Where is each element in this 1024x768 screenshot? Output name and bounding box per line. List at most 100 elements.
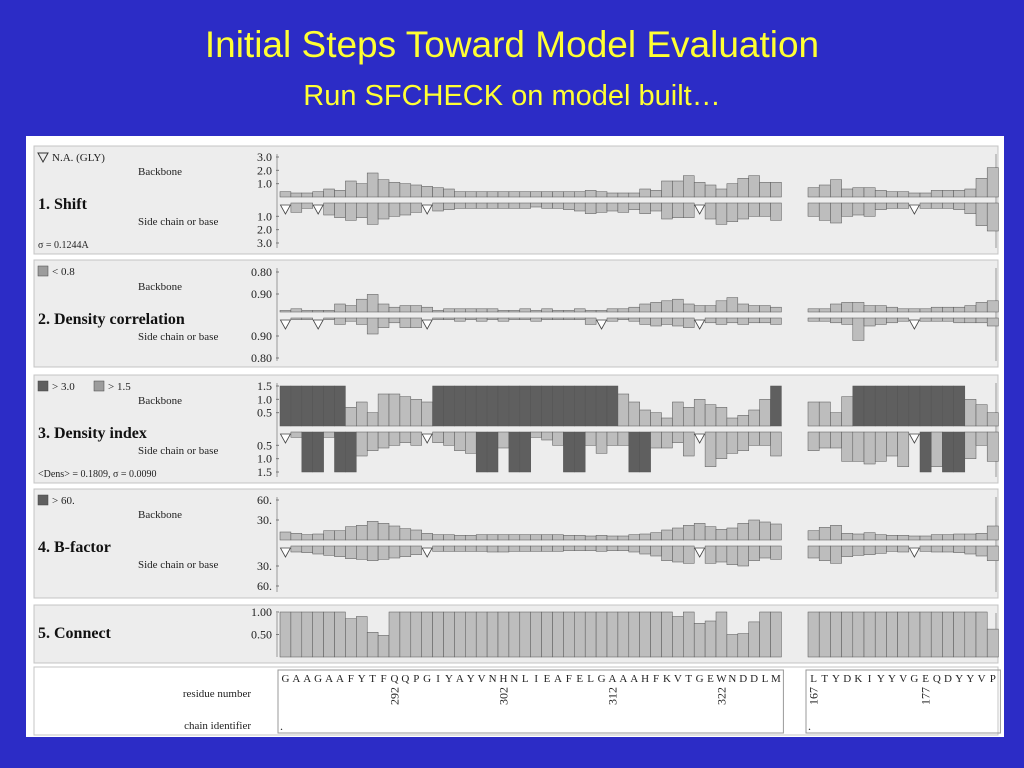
sidechain-bar-a	[377, 317, 390, 328]
connect-bar-b	[807, 611, 820, 658]
sidechain-bar-a	[672, 431, 684, 443]
backbone-bar-b	[863, 532, 876, 541]
sidechain-bar-a	[606, 545, 619, 551]
sidechain-bar-a	[650, 545, 662, 557]
sidechain-bar-a	[704, 202, 717, 220]
sidechain-bar-a	[334, 202, 346, 218]
residue-letter-a: E	[544, 673, 551, 685]
backbone-bar-a	[410, 399, 422, 427]
connect-bar-a	[388, 611, 401, 658]
panel-title: 1. Shift	[38, 196, 88, 213]
backbone-bar-b	[807, 530, 820, 541]
backbone-bar-a	[345, 180, 357, 198]
backbone-bar-a	[606, 308, 619, 313]
sidechain-bar-a	[366, 317, 379, 335]
sidechain-bar-a	[584, 317, 597, 325]
sidechain-bar-a	[443, 545, 455, 552]
sidechain-bar-b	[886, 317, 898, 324]
backbone-bar-a	[759, 305, 771, 313]
panel-background	[33, 259, 999, 368]
backbone-bar-a	[497, 534, 510, 541]
connect-bar-a	[530, 611, 542, 658]
backbone-bar-a	[345, 526, 357, 541]
backbone-bar-a	[574, 191, 586, 198]
sidechain-bar-a	[650, 317, 662, 327]
sidechain-bar-a	[497, 202, 510, 209]
sidechain-bar-a	[541, 317, 553, 320]
backbone-bar-a	[388, 182, 401, 198]
sidechain-bar-a	[683, 202, 695, 218]
residue-letter-b: V	[899, 673, 907, 685]
connect-bar-b	[886, 611, 898, 658]
sidechain-bar-b	[863, 317, 876, 327]
sidechain-bar-b	[818, 317, 831, 322]
sidechain-bar-a	[715, 202, 728, 225]
backbone-bar-b	[886, 191, 898, 198]
connect-bar-a	[574, 611, 586, 658]
backbone-bar-a	[366, 294, 379, 313]
sidechain-bar-a	[432, 431, 444, 443]
residue-letter-a: H	[641, 673, 649, 685]
y-tick-label: 1.5	[257, 465, 272, 479]
connect-bar-a	[366, 632, 379, 658]
sidechain-bar-b	[874, 431, 887, 462]
sidechain-bar-b	[986, 202, 999, 232]
backbone-bar-b	[874, 305, 887, 313]
backbone-bar-b	[930, 385, 943, 427]
gly-marker	[908, 547, 921, 558]
connect-bar-a	[465, 611, 477, 658]
gly-marker	[421, 319, 433, 330]
sidechain-bar-a	[595, 202, 608, 213]
sidechain-bar-a	[366, 545, 379, 561]
connect-bar-a	[704, 620, 717, 658]
y-tick-label: 0.80	[251, 265, 272, 279]
sidechain-bar-b	[953, 431, 966, 473]
sequence-box-a	[277, 669, 784, 734]
sidechain-bar-a	[617, 545, 630, 551]
connect-bar-a	[443, 611, 455, 658]
sidechain-bar-a	[519, 202, 531, 209]
backbone-bar-a	[443, 534, 455, 541]
backbone-bar-a	[683, 525, 695, 541]
sidechain-bar-a	[475, 202, 488, 209]
backbone-bar-a	[508, 191, 521, 198]
y-tick-label: 0.80	[251, 351, 272, 365]
backbone-bar-a	[475, 191, 488, 198]
backbone-bar-a	[377, 179, 390, 198]
sidechain-bar-a	[661, 317, 673, 325]
backbone-bar-b	[874, 190, 887, 198]
backbone-bar-b	[830, 525, 842, 541]
sidechain-bar-a	[301, 545, 313, 553]
backbone-bar-b	[964, 188, 977, 198]
sidechain-bar-a	[530, 545, 542, 552]
backbone-bar-a	[454, 191, 466, 198]
backbone-bar-a	[628, 192, 640, 198]
sidechain-bar-a	[574, 431, 586, 473]
residue-letter-b: I	[868, 673, 872, 685]
sidechain-bar-b	[975, 317, 988, 324]
residue-letter-a: F	[653, 673, 659, 685]
sidechain-bar-b	[953, 317, 966, 324]
sidechain-bar-a	[628, 202, 640, 210]
panel-title: 2. Density correlation	[38, 311, 185, 328]
connect-bar-a	[519, 611, 531, 658]
sidechain-bar-b	[975, 545, 988, 557]
backbone-bar-b	[908, 535, 921, 541]
sidechain-bar-b	[930, 431, 943, 467]
panel-title: 3. Density index	[38, 425, 147, 442]
gly-marker	[279, 204, 292, 215]
sidechain-bar-a	[323, 202, 335, 216]
backbone-bar-b	[964, 305, 977, 313]
backbone-bar-a	[672, 527, 684, 541]
backbone-bar-a	[432, 187, 444, 198]
backbone-bar-a	[650, 412, 662, 427]
backbone-bar-a	[345, 305, 357, 313]
backbone-bar-b	[942, 534, 954, 541]
slide-subtitle: Run SFCHECK on model built…	[303, 80, 721, 112]
sidechain-bar-b	[975, 431, 988, 446]
sidechain-bar-a	[704, 317, 717, 324]
backbone-bar-a	[541, 191, 553, 198]
sidechain-bar-a	[552, 431, 564, 446]
backbone-bar-a	[530, 385, 542, 427]
sidechain-bar-a	[312, 545, 324, 555]
